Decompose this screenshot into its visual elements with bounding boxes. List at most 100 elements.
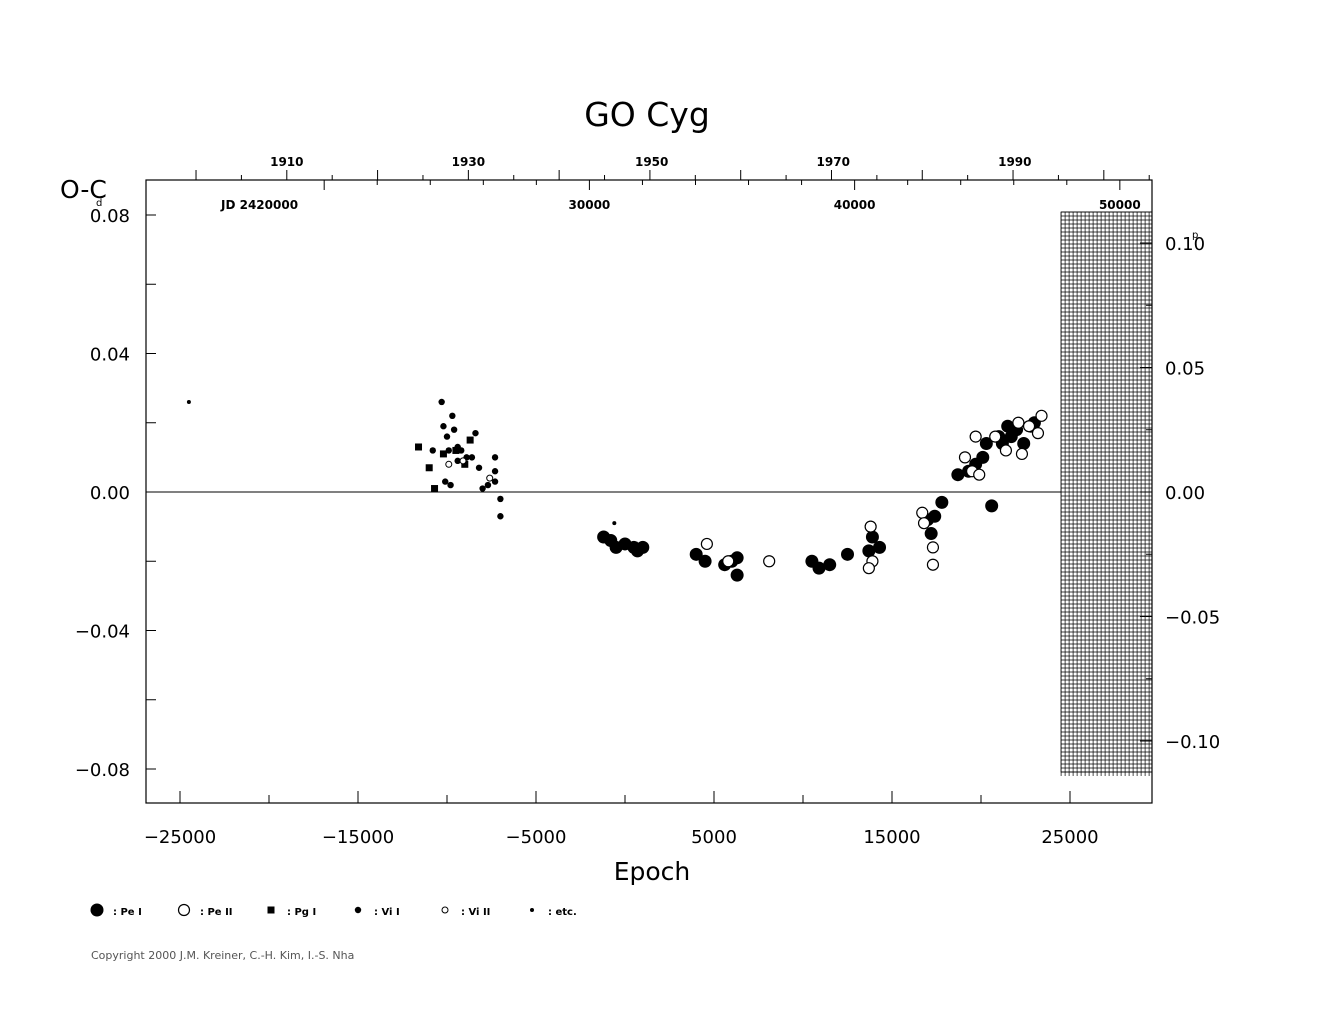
year-tick-label: 1930 — [452, 155, 485, 169]
point-pe-i — [979, 437, 993, 451]
point-pe-i — [689, 547, 703, 561]
point-pe-ii — [958, 451, 972, 464]
point-pe-ii — [862, 562, 875, 575]
point-pe-ii — [969, 430, 982, 443]
x-tick-label: −15000 — [322, 827, 394, 848]
legend-symbol — [90, 903, 104, 917]
legend-item: : Pe II — [177, 903, 233, 918]
right-tick-label: 0.00 — [1165, 483, 1205, 504]
year-tick-label: 1990 — [998, 155, 1031, 169]
point-vi-i — [479, 485, 486, 492]
point-pe-i — [865, 530, 879, 544]
y-tick-label: 0.00 — [90, 483, 130, 504]
y-axis-unit: d — [96, 198, 102, 209]
legend-symbol — [267, 906, 275, 914]
year-tick-label: 1950 — [635, 155, 668, 169]
x-axis-label: Epoch — [614, 857, 691, 886]
point-vi-ii — [486, 474, 494, 482]
chart-title: GO Cyg — [584, 95, 710, 134]
legend-symbol — [441, 906, 449, 914]
point-vi-i — [472, 429, 479, 437]
point-pe-i — [935, 495, 949, 509]
x-tick-label: 15000 — [863, 827, 920, 848]
y-tick-label: 0.08 — [90, 206, 130, 227]
point-etc — [186, 399, 191, 404]
point-vi-i — [443, 433, 451, 440]
legend-symbol — [530, 908, 534, 912]
point-vi-i — [497, 495, 504, 503]
copyright-text: Copyright 2000 J.M. Kreiner, C.-H. Kim, … — [91, 949, 355, 962]
point-vi-i — [497, 513, 504, 520]
legend-symbol — [177, 903, 191, 917]
point-pe-i — [873, 540, 887, 554]
legend-label: : Pe I — [113, 907, 142, 918]
point-vi-i — [450, 426, 458, 433]
point-pe-i — [862, 544, 876, 558]
point-pe-i — [951, 468, 965, 482]
legend-item: : etc. — [530, 907, 577, 918]
point-pg-i — [439, 450, 447, 458]
point-vi-ii — [459, 457, 467, 465]
point-pg-i — [415, 443, 423, 451]
jd-tick-label: 50000 — [1099, 198, 1141, 212]
point-pe-ii — [916, 506, 929, 519]
point-pe-ii — [1012, 416, 1025, 429]
point-etc — [612, 521, 617, 526]
jd-label: JD 2420000 — [220, 198, 298, 212]
point-vi-i — [438, 398, 445, 406]
legend-label: : Pe II — [200, 907, 233, 918]
point-vi-i — [475, 464, 483, 471]
point-vi-ii — [445, 460, 453, 468]
year-tick-label: 1910 — [270, 155, 303, 169]
point-pe-i — [1017, 437, 1031, 451]
legend-item: : Vi II — [441, 906, 490, 918]
point-pe-ii — [1022, 420, 1036, 433]
x-tick-label: 5000 — [691, 827, 737, 848]
point-pg-i — [452, 446, 460, 454]
point-pe-ii — [926, 558, 940, 571]
point-pe-i — [985, 499, 999, 513]
point-vi-i — [491, 454, 499, 461]
point-pe-ii — [864, 520, 877, 533]
point-pe-i — [812, 561, 826, 575]
right-tick-label: 0.10 — [1165, 234, 1205, 255]
legend-item: : Pg I — [267, 906, 316, 918]
point-pe-ii — [1031, 427, 1045, 440]
point-vi-i — [458, 447, 465, 454]
point-vi-i — [491, 478, 499, 485]
point-pe-i — [924, 527, 938, 541]
x-tick-label: −5000 — [506, 827, 567, 848]
point-pe-ii — [1015, 447, 1029, 461]
point-pg-i — [461, 460, 469, 468]
point-vi-i — [468, 454, 476, 461]
right-tick-label: 0.05 — [1165, 359, 1205, 380]
year-tick-label: 1970 — [817, 155, 850, 169]
y-tick-label: −0.08 — [75, 760, 130, 781]
legend-label: : Vi I — [374, 907, 400, 918]
jd-tick-label: 30000 — [569, 198, 611, 212]
point-vi-i — [440, 423, 447, 430]
axis-tick-labels: −25000 −15000 −5000 5000 15000 25000 0.08 0.04 0… — [75, 155, 1220, 848]
point-pe-i — [730, 568, 744, 582]
point-vi-i — [442, 478, 449, 485]
legend-label: : Vi II — [461, 907, 490, 918]
legend-item: : Vi I — [354, 906, 400, 918]
point-pe-ii — [989, 430, 1002, 443]
point-pg-i — [425, 464, 433, 472]
point-vi-i — [429, 447, 436, 454]
point-pe-i — [636, 540, 650, 554]
point-vi-i — [484, 481, 492, 489]
future-hatch-region — [1060, 211, 1153, 776]
point-pg-i — [466, 436, 474, 444]
jd-tick-label: 40000 — [834, 198, 876, 212]
point-pe-i — [823, 558, 837, 572]
y-axis-label: O-C — [60, 175, 107, 204]
point-pe-i — [698, 554, 712, 568]
point-pe-ii — [999, 444, 1013, 457]
legend-symbol — [354, 906, 362, 914]
point-pe-i — [976, 450, 990, 464]
legend-item: : Pe I — [90, 903, 142, 918]
right-tick-label: −0.10 — [1165, 732, 1220, 753]
point-pe-ii — [700, 537, 713, 551]
